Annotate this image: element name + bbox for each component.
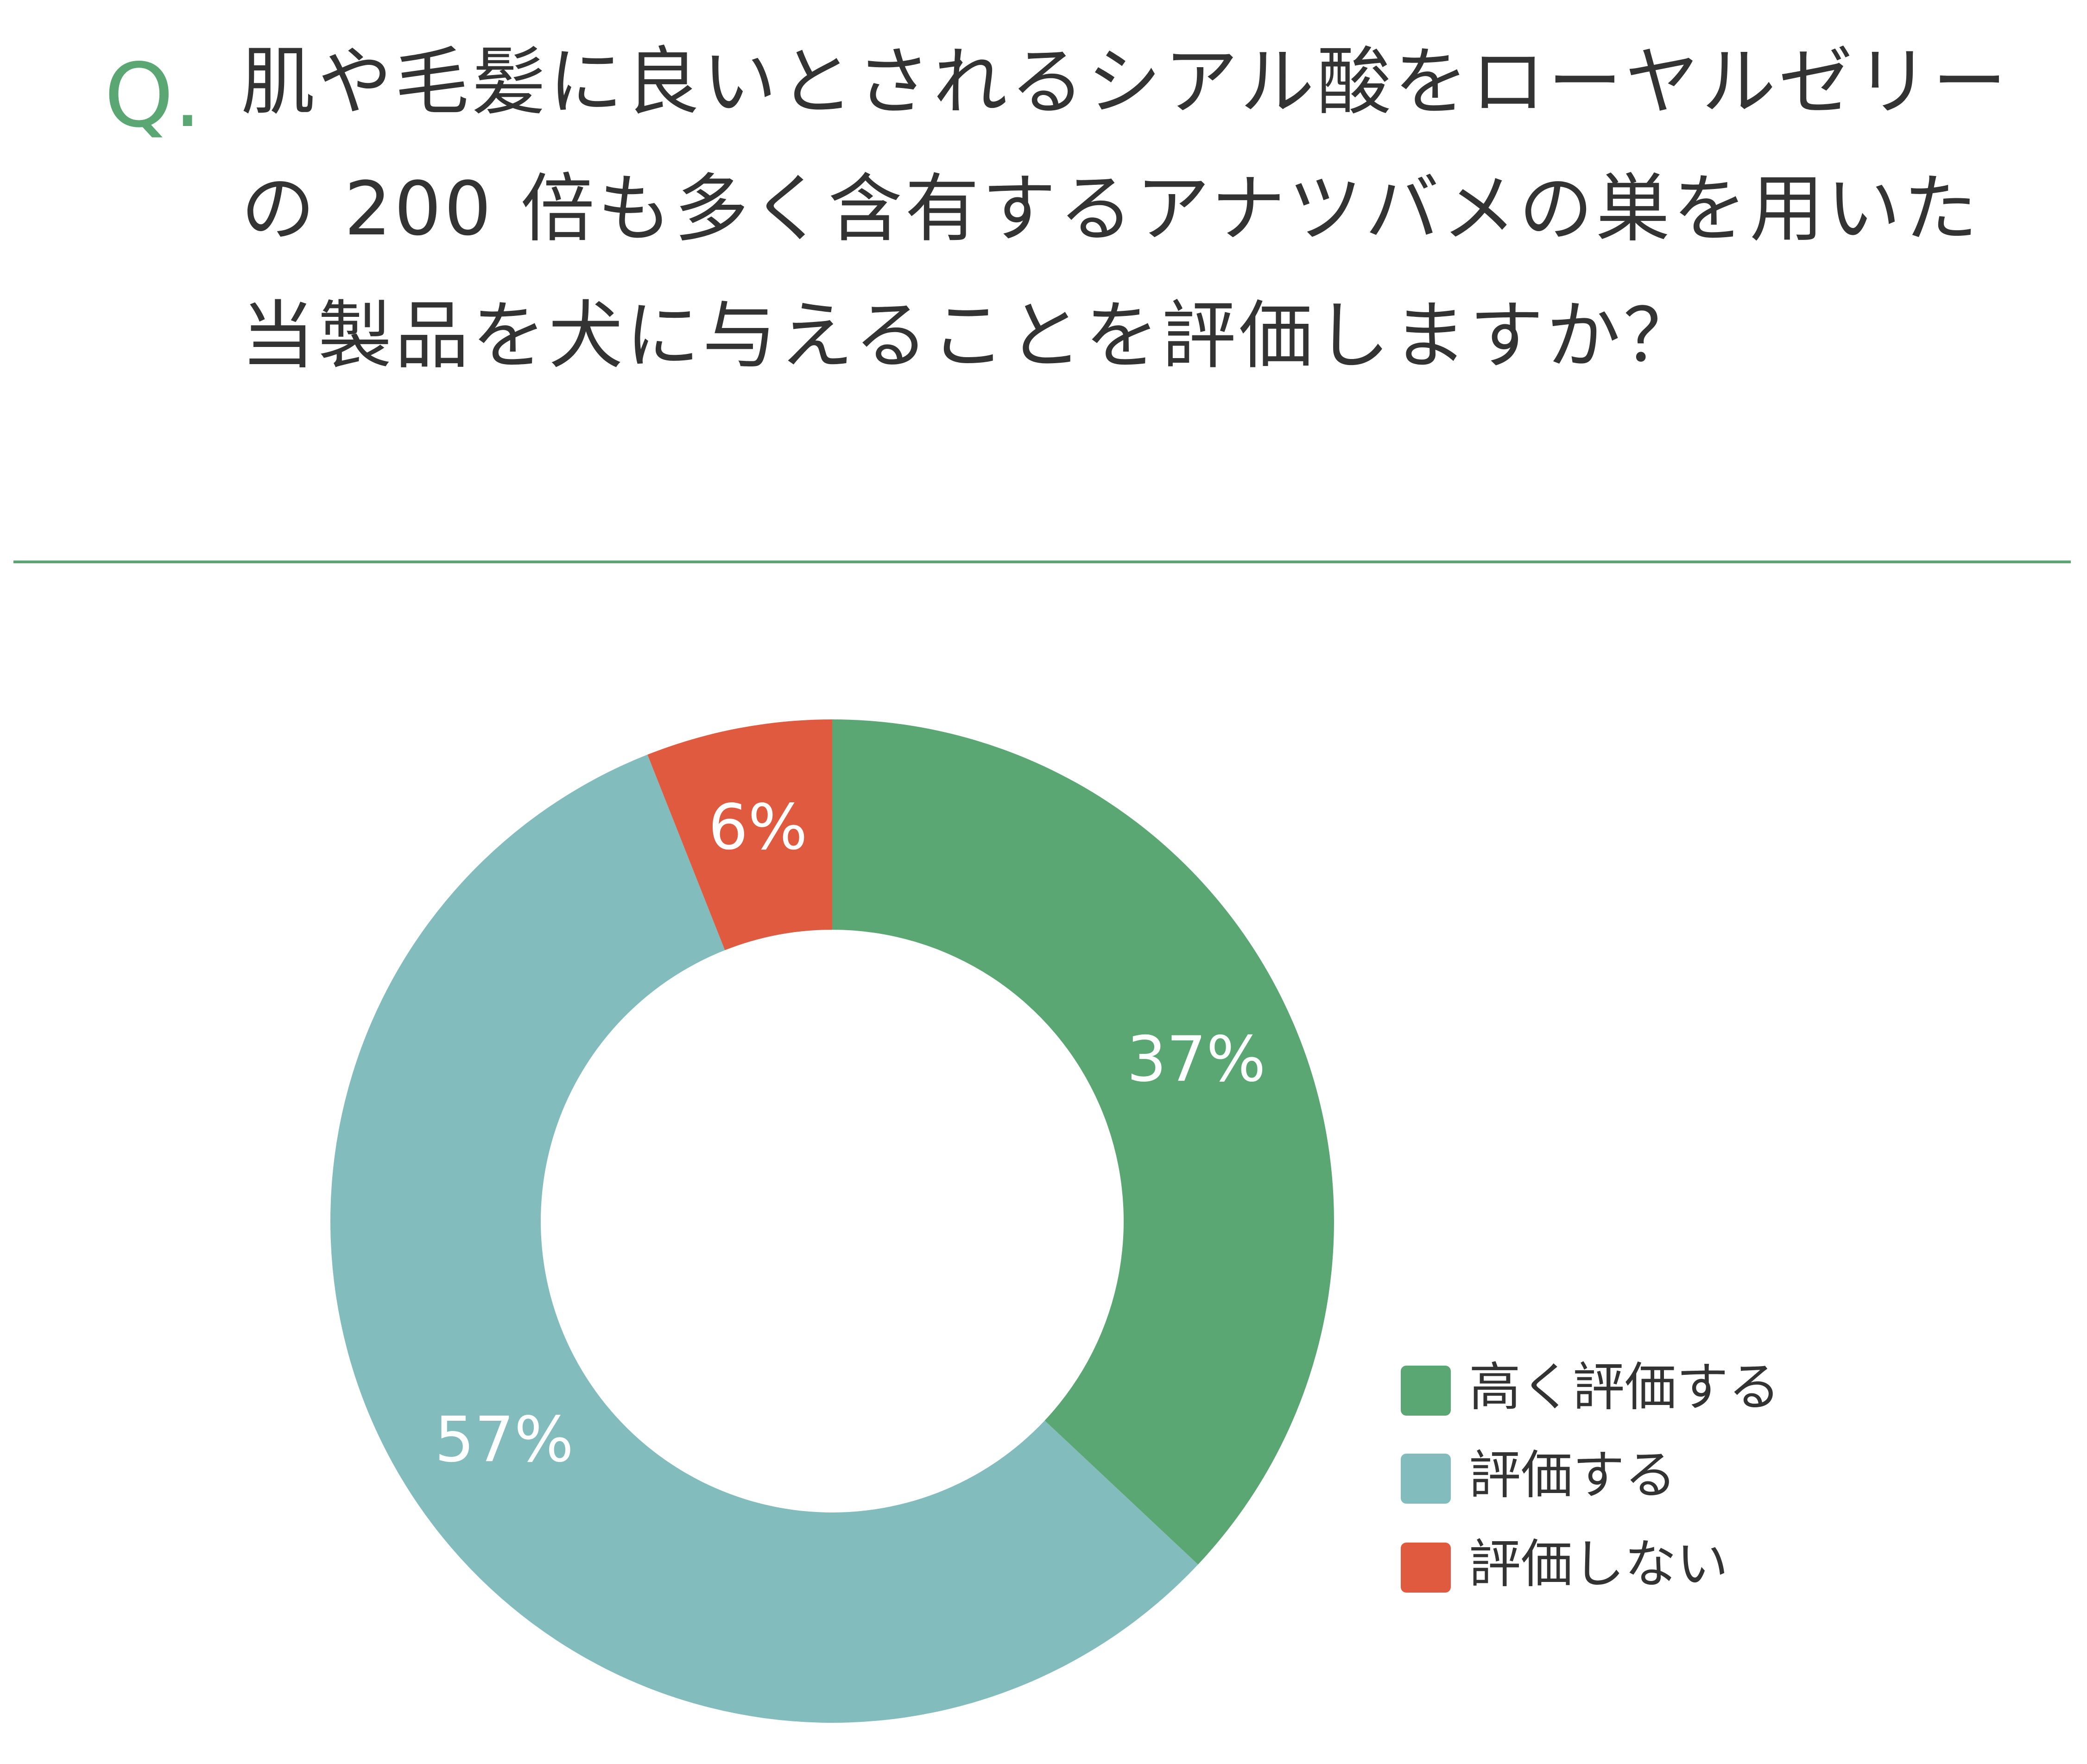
data-label: 6%: [708, 791, 808, 863]
chart-title: 肌や毛髪に良いとされるシアル酸をローヤルゼリーの 200 倍も多く含有するアナツ…: [241, 38, 2010, 379]
legend-swatch: [1401, 1543, 1451, 1593]
divider: [13, 561, 2071, 563]
donut-slice: [832, 719, 1334, 1565]
legend-label: 評価する: [1469, 1445, 1676, 1506]
legend-swatch: [1401, 1366, 1451, 1416]
donut-slice: [647, 719, 832, 951]
data-label: 57%: [435, 1403, 574, 1476]
question-mark: Q.: [104, 44, 202, 147]
donut-slice: [330, 755, 1198, 1723]
legend-label: 高く評価する: [1469, 1357, 1780, 1418]
legend-label: 評価しない: [1469, 1534, 1728, 1594]
legend-swatch: [1401, 1454, 1451, 1504]
data-label: 37%: [1127, 1023, 1266, 1096]
